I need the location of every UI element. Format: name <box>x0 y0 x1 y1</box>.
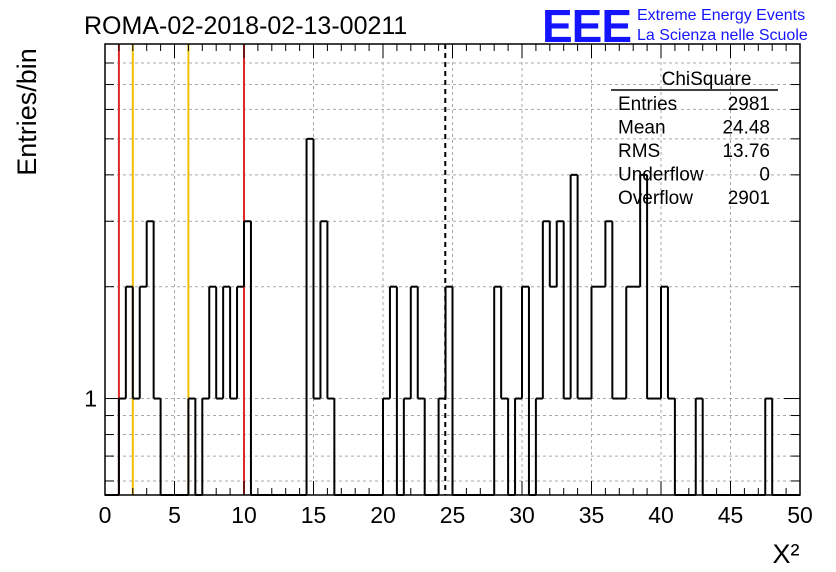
eee-logo: EEE Extreme Energy Events La Scienza nel… <box>542 0 808 52</box>
stats-label: Mean <box>618 118 666 139</box>
chart-title: ROMA-02-2018-02-13-00211 <box>84 12 407 40</box>
stats-label: Underflow <box>618 165 704 186</box>
x-tick-label: 20 <box>370 502 396 528</box>
stats-label: Entries <box>618 94 677 115</box>
stats-label: RMS <box>618 141 660 162</box>
y-axis-label: Entries/bin <box>12 48 42 176</box>
x-tick-label: 10 <box>231 502 257 528</box>
stats-value: 2901 <box>728 188 770 209</box>
x-tick-label: 0 <box>99 502 112 528</box>
x-tick-label: 35 <box>579 502 605 528</box>
stats-value: 13.76 <box>722 141 770 162</box>
x-tick-label: 25 <box>440 502 466 528</box>
x-tick-label: 30 <box>509 502 535 528</box>
axes: 0 5 10 15 20 25 30 35 40 45 50 1 <box>84 43 813 528</box>
y-tick-label: 1 <box>84 386 97 412</box>
x-tick-label: 45 <box>718 502 744 528</box>
stats-title: ChiSquare <box>662 69 752 90</box>
stats-value: 0 <box>759 165 770 186</box>
x-tick-label: 15 <box>301 502 327 528</box>
logo-line-2: La Scienza nelle Scuole <box>637 27 808 44</box>
stats-label: Overflow <box>618 188 693 209</box>
histogram <box>105 137 800 496</box>
stats-value: 2981 <box>728 94 770 115</box>
x-tick-label: 5 <box>168 502 181 528</box>
stats-box: ChiSquare Entries 2981 Mean 24.48 RMS 13.76 Und… <box>611 69 778 209</box>
stats-value: 24.48 <box>722 118 770 139</box>
x-axis-label: X² <box>773 539 800 569</box>
x-tick-label: 40 <box>648 502 674 528</box>
x-tick-label: 50 <box>787 502 813 528</box>
logo-line-1: Extreme Energy Events <box>637 7 805 24</box>
